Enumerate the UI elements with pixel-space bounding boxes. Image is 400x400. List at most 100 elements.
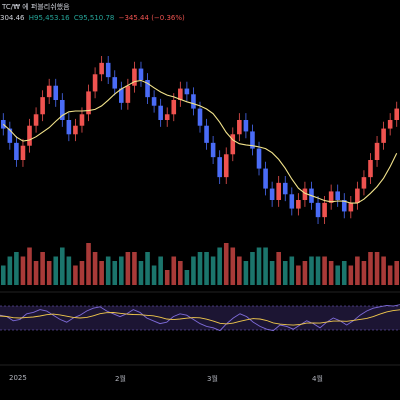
- candle-body: [132, 68, 137, 86]
- volume-bar: [197, 252, 203, 285]
- candle-body: [374, 142, 380, 160]
- volume-bar: [296, 265, 301, 285]
- volume-bar: [223, 243, 229, 285]
- volume-bar: [210, 256, 216, 285]
- candle-body: [243, 120, 249, 132]
- volume-bar: [250, 252, 255, 285]
- candle-body: [112, 77, 118, 89]
- candle-body: [289, 194, 295, 209]
- volume-bar: [171, 256, 177, 285]
- volume-bar: [204, 252, 209, 285]
- ohlc-change: −345.44 (−0.36%): [118, 14, 185, 22]
- volume-bar: [125, 252, 131, 285]
- candle-body: [217, 157, 222, 178]
- candle-body: [276, 182, 281, 200]
- volume-bar: [394, 261, 400, 285]
- oscillator-line: [0, 304, 400, 332]
- candle-body: [105, 62, 111, 78]
- moving-average-line: [2, 79, 398, 204]
- ohlc-value: C95,510.78: [73, 14, 115, 22]
- candle-body: [296, 200, 301, 209]
- volume-bar: [119, 256, 124, 285]
- ohlc-value: H95,453.16: [28, 14, 70, 22]
- volume-bar: [322, 256, 327, 285]
- candle-body: [230, 134, 236, 155]
- candle-body: [33, 114, 39, 126]
- candle-body: [322, 202, 327, 218]
- volume-bar: [341, 261, 347, 285]
- volume-bar: [355, 256, 360, 285]
- volume-bar: [361, 261, 367, 285]
- candle-body: [66, 120, 72, 135]
- candle-body: [191, 94, 196, 109]
- volume-bar: [387, 265, 393, 285]
- volume-bar: [20, 256, 26, 285]
- volume-bar: [33, 261, 39, 285]
- volume-bar: [269, 261, 275, 285]
- volume-bar: [40, 252, 45, 285]
- candle-body: [73, 125, 78, 135]
- ohlc-readout: 304.46 H95,453.16 C95,510.78 −345.44 (−0…: [0, 14, 187, 23]
- volume-bar: [99, 261, 104, 285]
- volume-bar: [79, 261, 85, 285]
- volume-bar: [132, 252, 137, 285]
- candle-series: [0, 56, 400, 224]
- volume-bar: [27, 247, 32, 285]
- volume-bar: [309, 256, 314, 285]
- volume-series: [0, 243, 400, 285]
- candle-body: [250, 131, 255, 149]
- volume-bar: [315, 256, 321, 285]
- volume-bar: [282, 261, 288, 285]
- candle-body: [7, 128, 13, 143]
- volume-bar: [263, 247, 268, 285]
- volume-bar: [302, 261, 308, 285]
- candle-body: [86, 91, 91, 115]
- candle-body: [92, 74, 98, 92]
- volume-bar: [237, 256, 242, 285]
- volume-bar: [0, 265, 6, 285]
- volume-bar: [92, 252, 98, 285]
- volume-bar: [158, 256, 163, 285]
- volume-bar: [381, 256, 386, 285]
- candle-body: [355, 188, 360, 203]
- volume-bar: [368, 252, 373, 285]
- candle-body: [184, 88, 190, 95]
- volume-bar: [7, 256, 13, 285]
- candle-body: [282, 182, 288, 195]
- volume-bar: [243, 261, 249, 285]
- volume-bar: [151, 265, 157, 285]
- candle-body: [368, 160, 373, 178]
- volume-bar: [276, 252, 281, 285]
- volume-bar: [217, 247, 222, 285]
- candle-body: [302, 188, 308, 200]
- candle-body: [178, 88, 183, 100]
- symbol-title: TC/₩ 에 퍼블리쉬했음: [2, 3, 70, 11]
- candle-body: [138, 68, 144, 80]
- volume-bar: [46, 261, 52, 285]
- volume-bar: [328, 261, 334, 285]
- volume-bar: [53, 256, 59, 285]
- candle-body: [341, 200, 347, 212]
- candle-body: [40, 97, 45, 115]
- oscillator-signal-line: [0, 309, 400, 326]
- candle-body: [263, 168, 268, 189]
- volume-bar: [374, 252, 380, 285]
- volume-bar: [66, 256, 72, 285]
- x-axis-label-mar: 3월: [207, 375, 218, 383]
- candle-body: [387, 120, 393, 129]
- candle-body: [348, 202, 354, 212]
- volume-bar: [164, 270, 170, 285]
- candle-body: [394, 108, 400, 120]
- candle-body: [151, 97, 157, 106]
- volume-bar: [145, 252, 150, 285]
- volume-bar: [14, 252, 19, 285]
- x-axis-label-feb: 2월: [115, 375, 126, 383]
- candle-body: [14, 142, 19, 160]
- candle-body: [204, 125, 209, 143]
- candle-body: [315, 202, 321, 218]
- volume-bar: [105, 256, 111, 285]
- volume-bar: [178, 261, 183, 285]
- candle-body: [256, 148, 262, 169]
- candle-body: [361, 177, 367, 189]
